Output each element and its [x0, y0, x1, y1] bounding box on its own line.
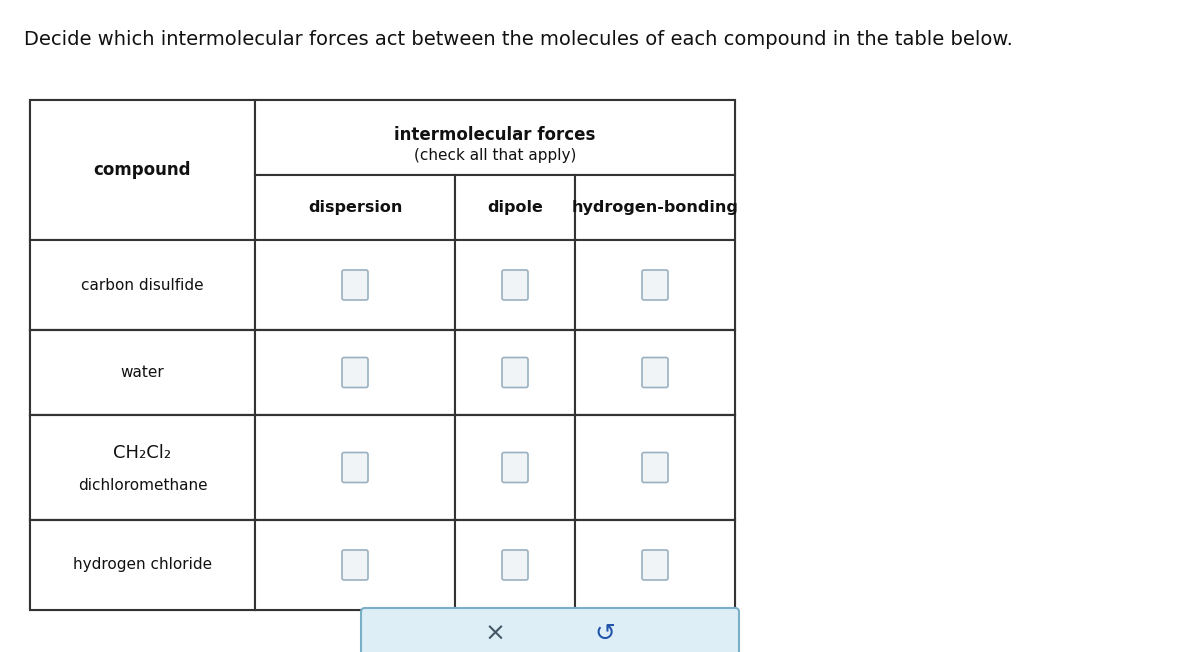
Bar — [256, 175, 455, 240]
FancyBboxPatch shape — [642, 357, 668, 387]
Bar — [575, 175, 734, 240]
Bar — [575, 330, 734, 415]
Bar — [455, 175, 575, 240]
FancyBboxPatch shape — [642, 270, 668, 300]
Text: (check all that apply): (check all that apply) — [414, 148, 576, 163]
FancyBboxPatch shape — [342, 270, 368, 300]
FancyBboxPatch shape — [502, 357, 528, 387]
Bar — [455, 330, 575, 415]
Bar — [30, 240, 256, 330]
Bar — [30, 520, 256, 610]
FancyBboxPatch shape — [502, 550, 528, 580]
Text: Decide which intermolecular forces act between the molecules of each compound in: Decide which intermolecular forces act b… — [24, 30, 1013, 49]
Text: intermolecular forces: intermolecular forces — [395, 126, 595, 145]
FancyBboxPatch shape — [361, 608, 739, 652]
Bar — [256, 415, 455, 520]
Bar — [256, 240, 455, 330]
Text: CH₂Cl₂: CH₂Cl₂ — [114, 445, 172, 462]
Bar — [455, 240, 575, 330]
Bar — [575, 240, 734, 330]
Bar — [30, 330, 256, 415]
Bar — [575, 520, 734, 610]
FancyBboxPatch shape — [642, 550, 668, 580]
Bar — [30, 100, 256, 240]
Bar — [256, 330, 455, 415]
Text: dichloromethane: dichloromethane — [78, 478, 208, 493]
Bar — [455, 520, 575, 610]
Text: ↺: ↺ — [594, 621, 616, 645]
Bar — [256, 520, 455, 610]
Text: carbon disulfide: carbon disulfide — [82, 278, 204, 293]
FancyBboxPatch shape — [342, 452, 368, 482]
Bar — [455, 415, 575, 520]
Bar — [30, 415, 256, 520]
Text: dispersion: dispersion — [308, 200, 402, 215]
Bar — [575, 415, 734, 520]
Text: hydrogen-bonding: hydrogen-bonding — [571, 200, 738, 215]
Text: water: water — [121, 365, 164, 380]
Text: ×: × — [485, 621, 505, 645]
Text: compound: compound — [94, 161, 191, 179]
Text: hydrogen chloride: hydrogen chloride — [73, 557, 212, 572]
Text: dipole: dipole — [487, 200, 542, 215]
FancyBboxPatch shape — [502, 270, 528, 300]
FancyBboxPatch shape — [342, 357, 368, 387]
FancyBboxPatch shape — [502, 452, 528, 482]
Bar — [30, 100, 734, 610]
Bar — [256, 100, 734, 175]
FancyBboxPatch shape — [342, 550, 368, 580]
FancyBboxPatch shape — [642, 452, 668, 482]
